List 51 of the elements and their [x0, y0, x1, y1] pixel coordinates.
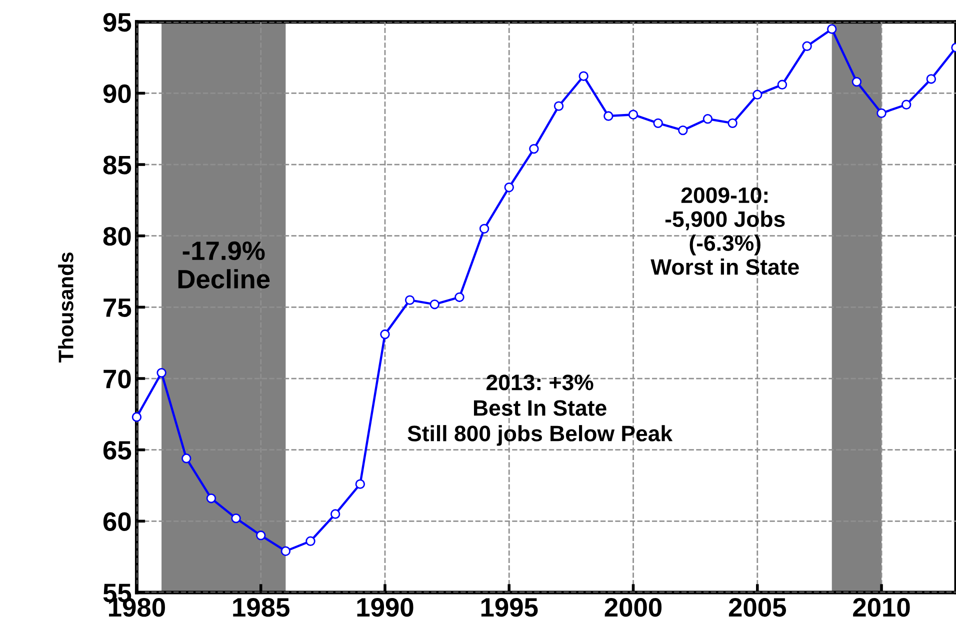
point	[802, 41, 812, 52]
point	[827, 24, 837, 34]
point	[678, 125, 688, 136]
y-tick-label: 95	[103, 13, 132, 32]
point	[529, 144, 539, 154]
point	[752, 90, 762, 100]
x-tick-label: 2010	[853, 598, 910, 617]
point	[182, 454, 192, 464]
point	[355, 479, 366, 489]
y-tick-label: 80	[103, 227, 131, 246]
point	[554, 101, 564, 111]
point	[653, 118, 663, 128]
point	[926, 74, 936, 84]
y-tick-label: 60	[103, 512, 131, 531]
point	[330, 509, 340, 519]
x-tick-label: 1990	[357, 598, 414, 617]
point	[702, 114, 713, 124]
point	[876, 108, 886, 118]
point	[578, 71, 588, 81]
point	[380, 329, 390, 340]
point	[852, 76, 862, 87]
band-label: -17.9% Decline	[178, 241, 270, 289]
band-label: 2009-10: -5,900 Jobs (-6.3%) Worst in State	[650, 187, 799, 275]
y-axis-title: Thousands	[58, 252, 74, 363]
y-tick-label: 70	[104, 370, 131, 388]
point	[504, 182, 514, 192]
point	[306, 536, 316, 546]
point	[604, 111, 614, 121]
point	[901, 100, 912, 110]
point	[777, 80, 788, 90]
point	[628, 110, 638, 120]
point	[280, 546, 291, 556]
point	[231, 513, 241, 524]
point	[256, 530, 266, 540]
point	[479, 224, 490, 234]
point	[430, 299, 440, 310]
x-tick-label: 2005	[728, 598, 786, 617]
x-tick-label: 2000	[604, 598, 662, 617]
y-tick-label: 65	[103, 440, 132, 460]
point	[728, 118, 738, 128]
y-tick-label: 85	[103, 156, 132, 174]
point	[156, 368, 166, 378]
annotation: 2013: +3% Best In State Still 800 jobs Below Peak	[408, 374, 673, 446]
point	[454, 292, 464, 302]
point	[132, 412, 142, 422]
point	[206, 493, 216, 504]
y-tick-label: 90	[103, 84, 131, 104]
x-tick-label: 1985	[233, 598, 290, 617]
point	[404, 295, 415, 305]
y-tick-label: 75	[104, 298, 132, 318]
x-tick-label: 1995	[481, 598, 538, 617]
